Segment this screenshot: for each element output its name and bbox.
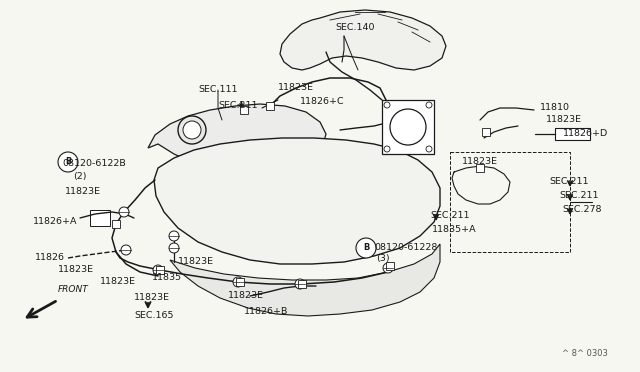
- Text: SEC.140: SEC.140: [335, 23, 374, 32]
- Text: SEC.165: SEC.165: [134, 311, 173, 320]
- Text: 11826+D: 11826+D: [563, 128, 608, 138]
- Text: SEC.211: SEC.211: [549, 177, 589, 186]
- Text: 11826+B: 11826+B: [244, 307, 289, 315]
- Bar: [112, 220, 120, 228]
- Text: SEC.111: SEC.111: [198, 86, 237, 94]
- Text: 11823E: 11823E: [228, 292, 264, 301]
- Text: 11826: 11826: [35, 253, 65, 262]
- Circle shape: [169, 231, 179, 241]
- Text: 11826+C: 11826+C: [300, 97, 344, 106]
- Text: 11823E: 11823E: [65, 187, 101, 196]
- Bar: [236, 278, 244, 286]
- Circle shape: [169, 243, 179, 253]
- Polygon shape: [90, 210, 110, 226]
- Bar: [476, 164, 484, 172]
- Text: 08120-6122B: 08120-6122B: [62, 158, 125, 167]
- Circle shape: [390, 109, 426, 145]
- Circle shape: [121, 245, 131, 255]
- Text: (3): (3): [376, 254, 390, 263]
- Polygon shape: [148, 104, 326, 172]
- Circle shape: [426, 146, 432, 152]
- Circle shape: [383, 263, 393, 273]
- Circle shape: [426, 102, 432, 108]
- Text: (2): (2): [73, 171, 86, 180]
- Bar: [450, 152, 570, 252]
- Circle shape: [384, 146, 390, 152]
- Text: FRONT: FRONT: [58, 285, 89, 294]
- Text: B: B: [65, 157, 71, 167]
- Text: 11823E: 11823E: [58, 266, 94, 275]
- Text: B: B: [363, 244, 369, 253]
- Text: 11835+A: 11835+A: [432, 225, 477, 234]
- Text: ^ 8^ 0303: ^ 8^ 0303: [562, 349, 608, 358]
- Polygon shape: [154, 138, 440, 264]
- Text: SEC.211: SEC.211: [218, 100, 257, 109]
- Polygon shape: [555, 128, 590, 140]
- Text: SEC.211: SEC.211: [430, 212, 470, 221]
- Bar: [298, 280, 306, 288]
- Circle shape: [384, 102, 390, 108]
- Text: 11823E: 11823E: [100, 278, 136, 286]
- Circle shape: [295, 279, 305, 289]
- Bar: [156, 266, 164, 274]
- Text: 11823E: 11823E: [546, 115, 582, 125]
- Text: 11823E: 11823E: [178, 257, 214, 266]
- Text: 11823E: 11823E: [462, 157, 498, 167]
- Text: 11823E: 11823E: [278, 83, 314, 93]
- Circle shape: [233, 277, 243, 287]
- Text: 08120-61228: 08120-61228: [374, 243, 437, 251]
- Text: SEC.278: SEC.278: [562, 205, 602, 215]
- Bar: [240, 106, 248, 114]
- Text: SEC.211: SEC.211: [559, 192, 598, 201]
- Text: 11835: 11835: [152, 273, 182, 282]
- Bar: [382, 100, 434, 154]
- Circle shape: [153, 265, 163, 275]
- Text: 11810: 11810: [540, 103, 570, 112]
- Circle shape: [178, 116, 206, 144]
- Circle shape: [356, 238, 376, 258]
- Text: 11826+A: 11826+A: [33, 218, 77, 227]
- Bar: [386, 262, 394, 270]
- Circle shape: [119, 207, 129, 217]
- Circle shape: [58, 152, 78, 172]
- Polygon shape: [170, 244, 440, 316]
- Polygon shape: [280, 10, 446, 70]
- Bar: [266, 102, 274, 110]
- Bar: [482, 128, 490, 136]
- Circle shape: [183, 121, 201, 139]
- Text: 11823E: 11823E: [134, 294, 170, 302]
